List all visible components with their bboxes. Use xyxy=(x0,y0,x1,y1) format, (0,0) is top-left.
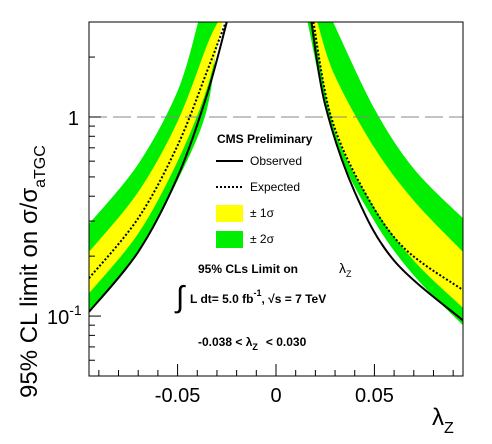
limit-range-sub: Z xyxy=(252,342,258,352)
limit-param-sub: Z xyxy=(346,269,352,279)
legend-sigma2-label: ± 2σ xyxy=(250,232,275,246)
limit-param: λZ xyxy=(339,260,352,279)
y-tick-label-exponent: -1 xyxy=(69,302,82,318)
lumi-text-part1: L dt= 5.0 fb xyxy=(190,292,253,306)
y-tick-label: 10-1 xyxy=(47,302,82,329)
x-tick-label: 0.05 xyxy=(355,385,394,407)
y-axis-title-sub: aTGC xyxy=(32,145,49,188)
band-sigma1-left xyxy=(89,22,223,294)
x-axis-title-main: λ xyxy=(432,404,444,431)
series-observed-left xyxy=(89,22,228,313)
annotations: 95% CLs Limit on λZ ∫ L dt= 5.0 fb-1, √s… xyxy=(174,260,352,352)
legend-sigma1-label: ± 1σ xyxy=(250,206,275,220)
legend: CMS Preliminary Observed Expected ± 1σ ±… xyxy=(216,132,313,248)
legend-sigma2-swatch xyxy=(216,231,243,248)
x-axis-title-sub: Z xyxy=(444,420,454,437)
limit-range-part2: < 0.030 xyxy=(266,335,307,349)
x-tick-label: -0.05 xyxy=(155,385,201,407)
lumi-text: L dt= 5.0 fb-1, √s = 7 TeV xyxy=(190,288,326,306)
legend-sigma1-swatch xyxy=(216,205,243,222)
band-sigma1-right xyxy=(312,22,463,308)
limit-param-main: λ xyxy=(339,260,346,276)
limit-range-part1: -0.038 < λ xyxy=(198,335,253,349)
legend-observed-label: Observed xyxy=(250,154,302,168)
y-axis-title: 95% CL limit on σ/σaTGC xyxy=(16,145,49,398)
y-tick-label-base: 10 xyxy=(47,307,69,329)
limit-title: 95% CLs Limit on xyxy=(198,262,298,276)
limit-curves xyxy=(89,22,463,322)
limit-range: -0.038 < λZ < 0.030 xyxy=(198,335,307,352)
series-expected-left xyxy=(89,22,227,279)
y-tick-label: 1 xyxy=(68,108,79,130)
x-axis-title: λZ xyxy=(432,404,454,437)
lumi-integral: ∫ xyxy=(174,281,186,314)
uncertainty-bands xyxy=(89,22,463,326)
x-tick-label: 0 xyxy=(270,385,281,407)
legend-expected-label: Expected xyxy=(250,180,300,194)
lumi-exponent: -1 xyxy=(253,288,261,298)
legend-title: CMS Preliminary xyxy=(217,132,313,146)
y-axis-title-main: 95% CL limit on σ/σ xyxy=(16,188,43,398)
series-observed-right xyxy=(310,22,463,322)
lumi-text-part2: , √s = 7 TeV xyxy=(261,292,326,306)
